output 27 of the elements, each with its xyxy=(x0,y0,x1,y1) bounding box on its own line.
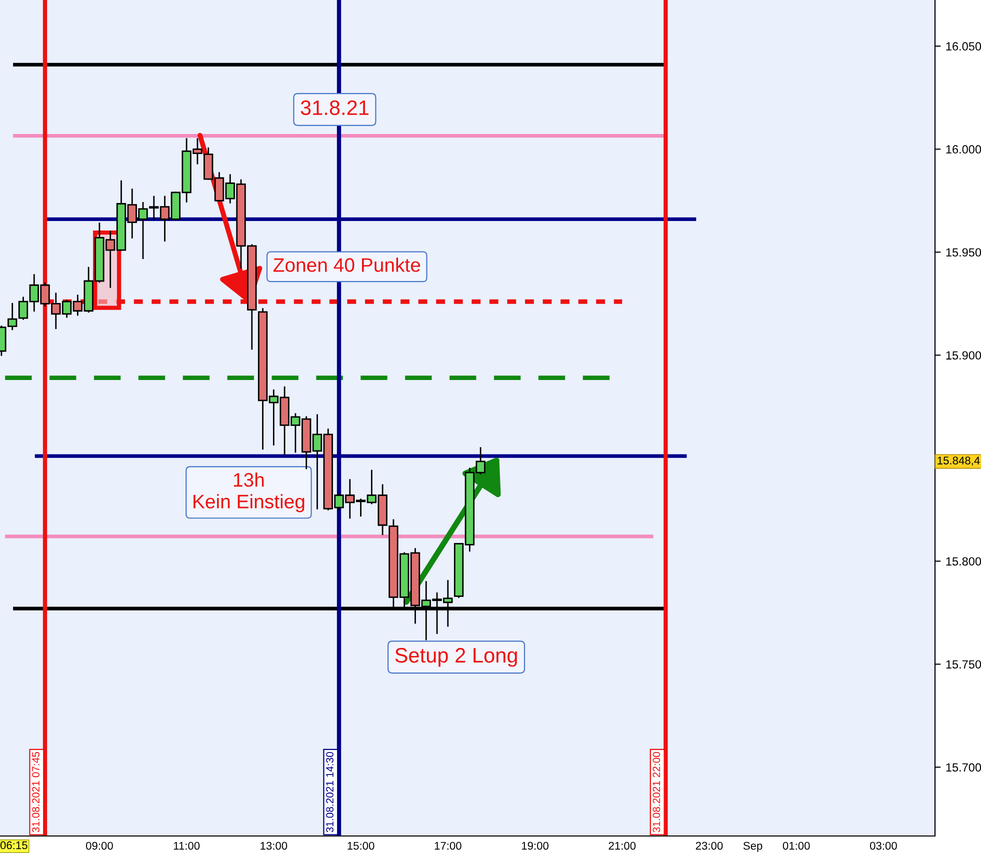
ref-line-label: 31.08.2021 22:00 xyxy=(652,752,660,832)
x-tick-label: 23:00 xyxy=(696,842,723,850)
x-tick-label: 11:00 xyxy=(174,842,200,850)
annotation: Zonen 40 Punkte xyxy=(273,258,420,272)
y-tick-label: 15.950 xyxy=(946,248,981,257)
annotation: Setup 2 Long xyxy=(395,648,517,667)
annotation: 13h Kein Einstieg xyxy=(194,472,304,512)
y-tick-label: 16.000 xyxy=(946,145,981,154)
y-tick-label: 16.050 xyxy=(946,42,981,51)
ref-line-label: 31.08.2021 14:30 xyxy=(326,752,334,832)
text: 15.848,4 xyxy=(938,456,980,466)
annotation: 31.8.21 xyxy=(300,100,368,116)
y-tick-label: 15.750 xyxy=(946,660,981,669)
x-tick-label: 09:00 xyxy=(86,842,113,850)
y-tick-label: 15.700 xyxy=(946,763,981,772)
x-tick-label: 19:00 xyxy=(522,842,548,850)
x-tick-label: 17:00 xyxy=(434,842,462,850)
x-tick-label: 15:00 xyxy=(348,842,374,850)
text: 06:15 xyxy=(0,841,28,850)
x-tick-label: 03:00 xyxy=(870,842,897,850)
ref-line-label: 31.08.2021 07:45 xyxy=(32,752,40,832)
x-tick-label: 13:00 xyxy=(260,842,288,850)
y-tick-label: 15.900 xyxy=(946,351,981,360)
y-tick-label: 15.800 xyxy=(946,557,981,566)
x-tick-label: 01:00 xyxy=(782,842,810,850)
x-tick-label: Sep xyxy=(743,842,762,852)
x-tick-label: 21:00 xyxy=(608,842,636,850)
